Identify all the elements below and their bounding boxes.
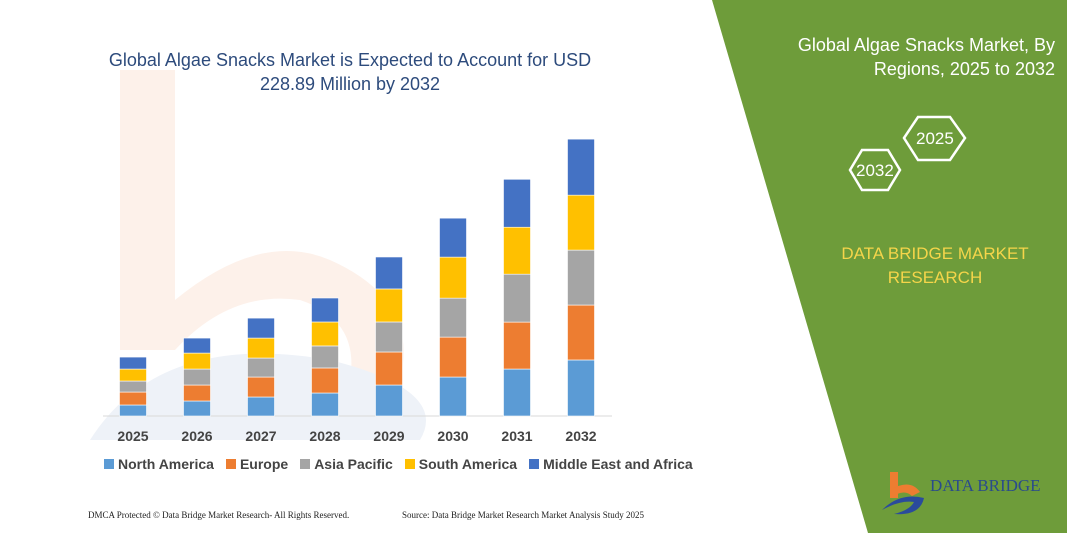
- bar-segment: [247, 357, 275, 378]
- bar-segment: [567, 194, 595, 251]
- hexagon-2025: [902, 115, 967, 162]
- stacked-bar-chart: 2025 2026 2027 2028 2029 2030 2031 2032: [103, 138, 612, 444]
- bar-segment: [439, 376, 467, 417]
- bar-segment: [247, 317, 275, 339]
- bar-segment: [183, 337, 211, 354]
- bar-segment: [375, 256, 403, 290]
- legend-label: North America: [118, 456, 214, 472]
- legend-swatch: [300, 459, 311, 469]
- footer-source: Source: Data Bridge Market Research Mark…: [402, 510, 644, 520]
- legend-swatch: [225, 459, 236, 469]
- x-tick-label: 2031: [501, 428, 532, 444]
- bar-segment: [567, 138, 595, 196]
- bar-segment: [503, 368, 531, 417]
- legend-item: South America: [404, 456, 518, 472]
- hexagon-2032: [848, 148, 902, 192]
- bar-segment: [183, 352, 211, 370]
- chart-title: Global Algae Snacks Market is Expected t…: [108, 50, 592, 94]
- bar-segment: [439, 336, 467, 378]
- bar-segment: [503, 321, 531, 370]
- bar-segment: [375, 288, 403, 323]
- bar-segment: [247, 337, 275, 359]
- data-bridge-logo-icon: [882, 472, 924, 515]
- bar-segment: [311, 367, 339, 394]
- bar-segment: [503, 226, 531, 275]
- legend-swatch: [404, 459, 415, 469]
- footer-dmca: DMCA Protected © Data Bridge Market Rese…: [88, 510, 350, 520]
- bar-segment: [119, 380, 147, 393]
- bar-segment: [247, 376, 275, 398]
- bar-segment: [247, 396, 275, 417]
- bar-segment: [439, 217, 467, 258]
- hex-label-2032: 2032: [856, 161, 894, 180]
- hex-label-2025: 2025: [916, 129, 954, 148]
- legend-label: South America: [418, 456, 518, 472]
- bar-segment: [567, 249, 595, 306]
- bar-segment: [311, 297, 339, 323]
- legend-label: Europe: [239, 456, 289, 472]
- bar-segment: [119, 404, 147, 417]
- bar-segment: [439, 297, 467, 338]
- bar-segment: [503, 178, 531, 228]
- logo-text: DATA BRIDGE: [930, 476, 1041, 495]
- legend-item: North America: [104, 456, 214, 472]
- bar-segment: [503, 273, 531, 323]
- x-tick-label: 2028: [309, 428, 340, 444]
- bar-segment: [439, 256, 467, 299]
- bar-segment: [119, 368, 147, 382]
- bar-segment: [311, 321, 339, 347]
- bar-segment: [311, 345, 339, 369]
- bar-segment: [183, 400, 211, 417]
- legend-item: Europe: [225, 456, 289, 472]
- legend-label: Middle East and Africa: [543, 456, 693, 472]
- x-tick-label: 2026: [181, 428, 212, 444]
- x-tick-label: 2029: [373, 428, 404, 444]
- bar-segment: [567, 304, 595, 361]
- x-tick-label: 2030: [437, 428, 468, 444]
- legend-item: Middle East and Africa: [529, 456, 693, 472]
- bar-segment: [375, 351, 403, 386]
- x-tick-label: 2025: [117, 428, 148, 444]
- legend-item: Asia Pacific: [300, 456, 393, 472]
- bar-segment: [183, 384, 211, 402]
- bar-segment: [119, 356, 147, 370]
- x-tick-label: 2032: [565, 428, 596, 444]
- side-title: Global Algae Snacks Market, By Regions, …: [797, 35, 1055, 79]
- bar-segment: [375, 321, 403, 353]
- bar-segment: [567, 359, 595, 417]
- bar-segment: [119, 391, 147, 406]
- legend-label: Asia Pacific: [314, 456, 393, 472]
- bar-segment: [183, 368, 211, 386]
- bar-segment: [375, 384, 403, 417]
- legend-swatch: [104, 459, 114, 469]
- brand-text: DATA BRIDGE MARKET RESEARCH: [841, 244, 1029, 287]
- x-tick-label: 2027: [245, 428, 276, 444]
- legend-swatch: [529, 459, 540, 469]
- bar-segment: [311, 392, 339, 417]
- legend: North America Europe Asia Pacific South Ame…: [104, 456, 693, 472]
